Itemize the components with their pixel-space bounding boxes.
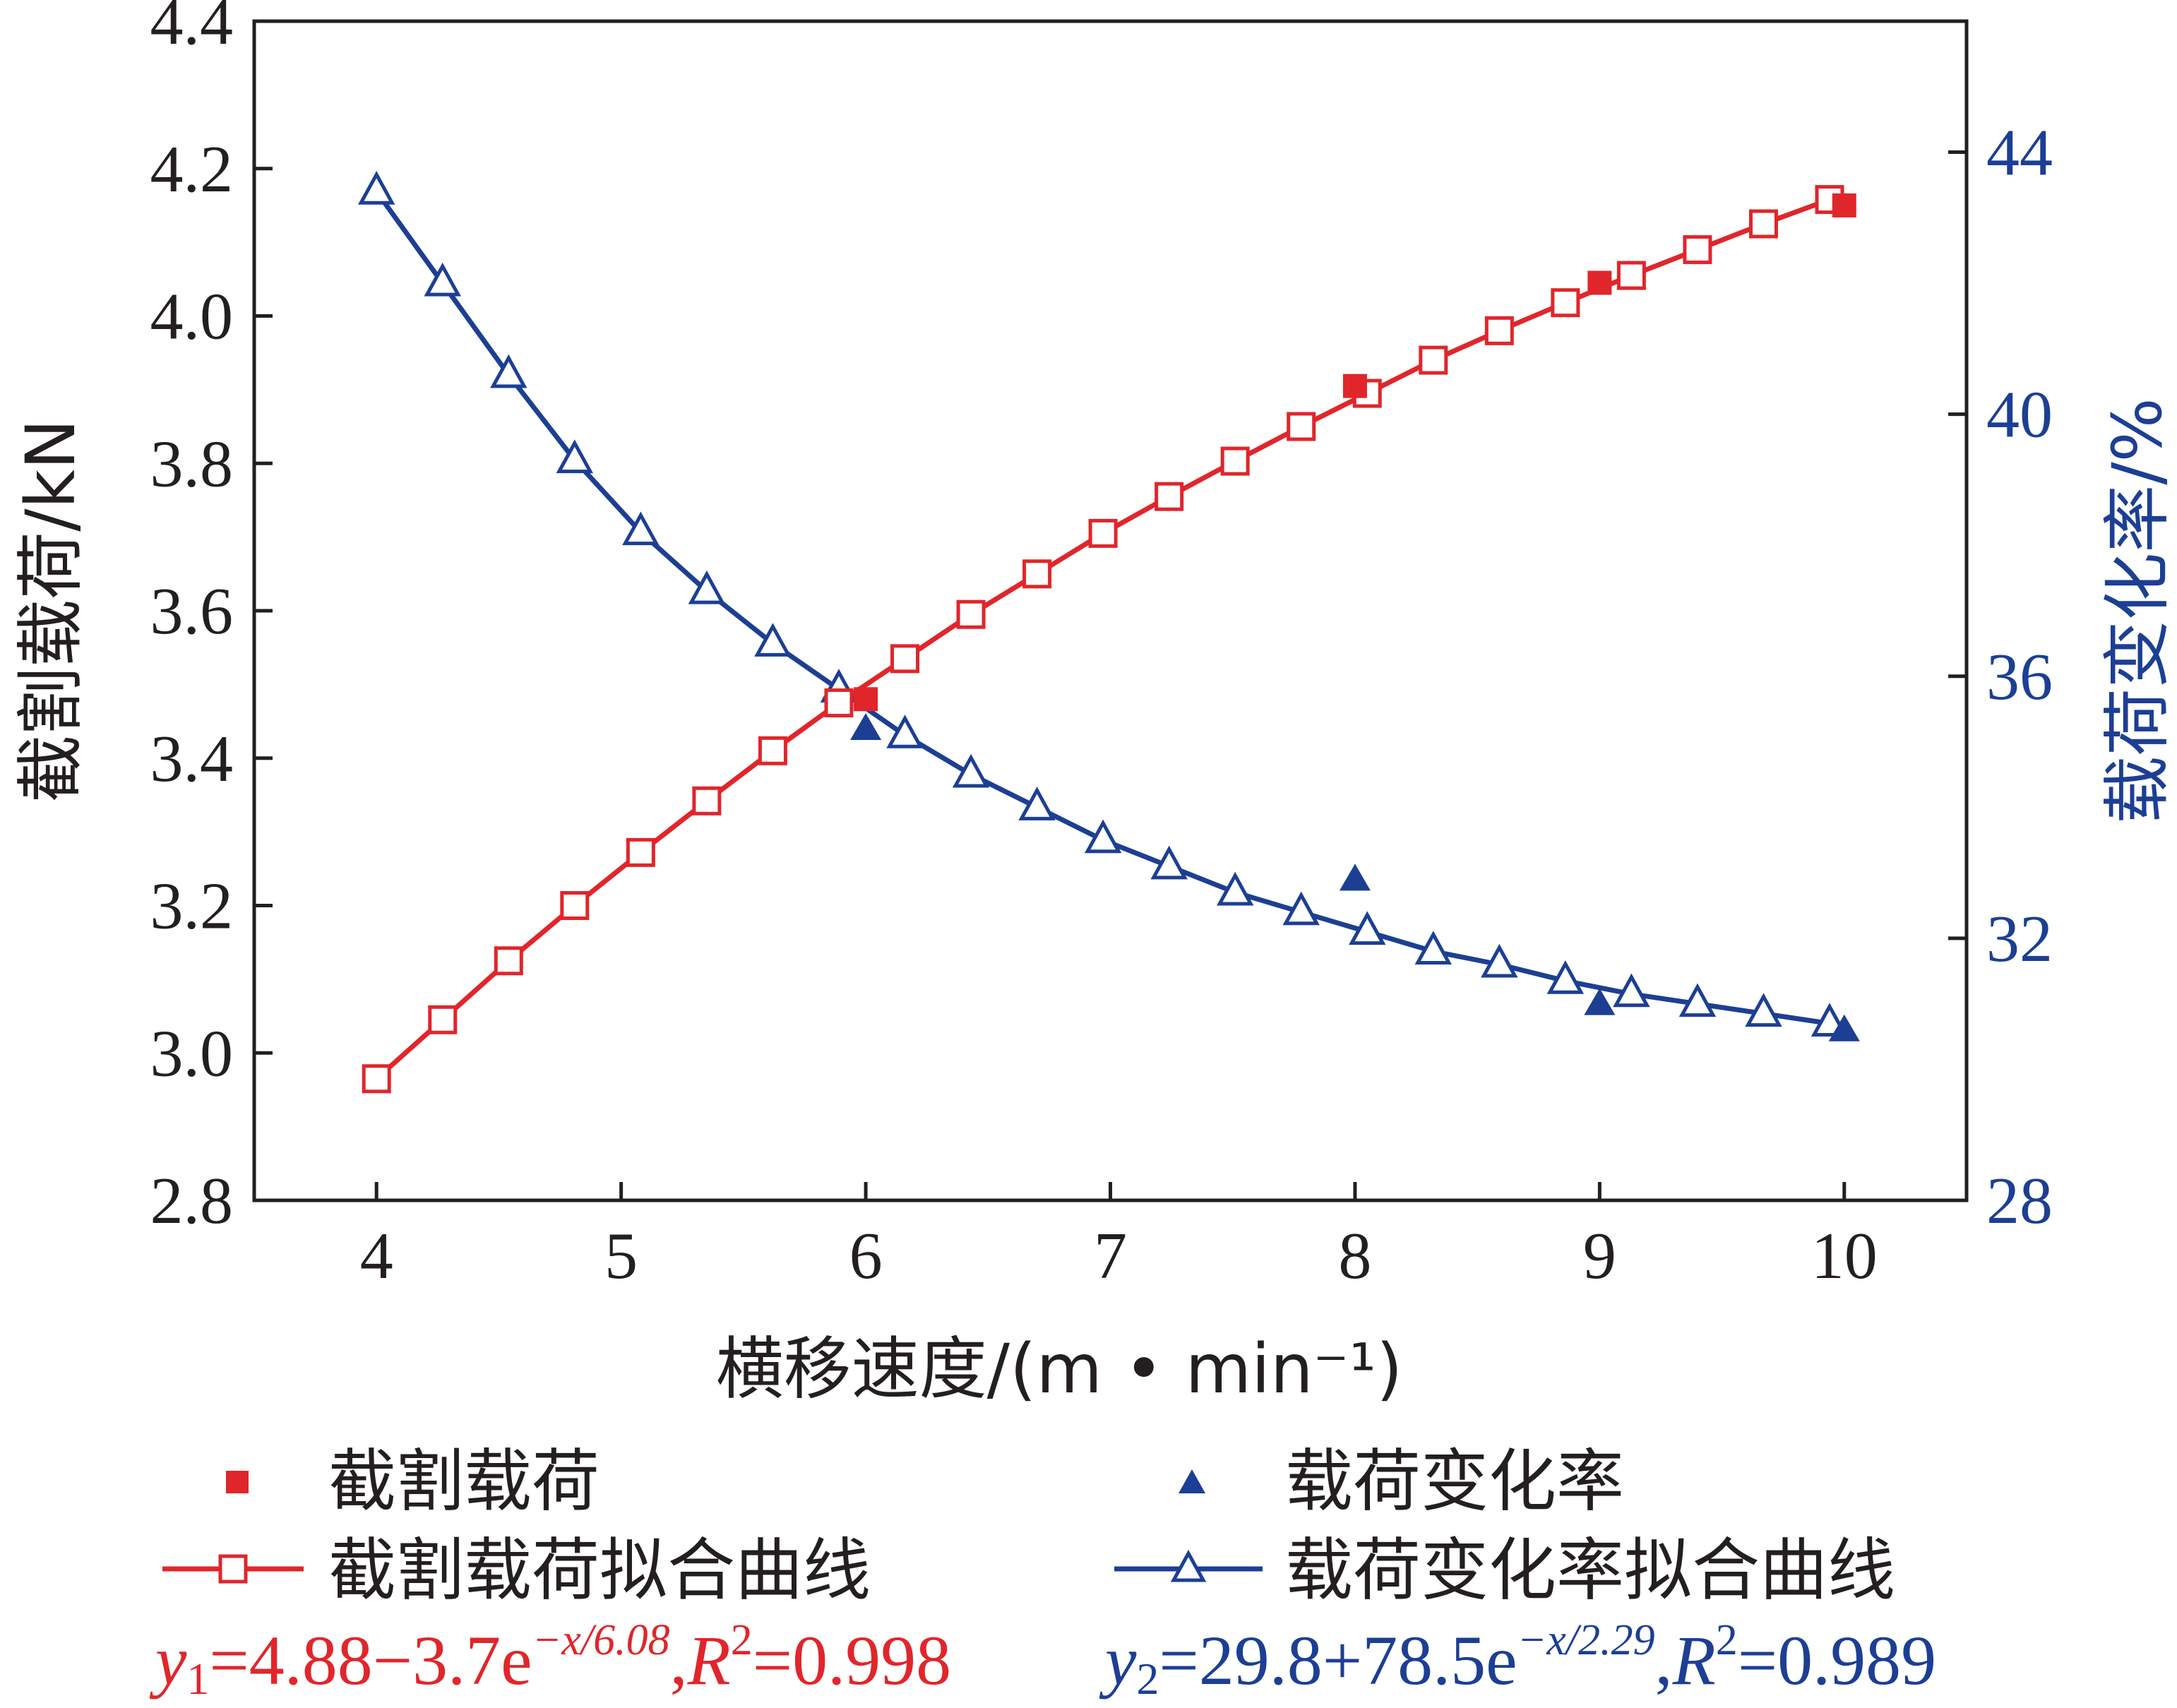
open-square-marker [362,1064,391,1094]
open-triangle-marker [490,354,527,388]
left-tick-label: 4.2 [150,133,234,206]
legend-symbol-cutting-load-fit-marker [218,1554,248,1584]
open-square-marker [824,688,854,717]
filled-square-marker [1832,193,1856,217]
equation-load-change-rate: y2=29.8+78.5e−x/2.29,R2=0.989 [1099,1616,1936,1704]
open-square-marker [692,786,722,816]
open-square-marker [1287,412,1316,441]
open-square-marker [428,1005,458,1034]
bottom-tick-label: 10 [1811,1219,1878,1293]
left-tick-label: 3.8 [150,427,234,501]
left-tick-label: 3.2 [150,870,234,943]
left-tick-label: 4.4 [150,0,234,59]
open-triangle-marker [424,262,461,297]
open-triangle-marker [1613,973,1650,1008]
open-square-marker [956,599,986,629]
legend-label-load-change-rate-fit: 载荷变化率拟合曲线 [1285,1531,1895,1610]
open-square-marker [1484,316,1514,345]
open-triangle-marker [556,439,594,474]
open-triangle-marker [357,171,395,205]
left-tick-label: 3.4 [150,722,234,796]
right-tick-label: 36 [1986,640,2053,714]
legend: 截割载荷 载荷变化率 截割载荷拟合曲线 载荷变化率拟合曲线 [162,1442,1895,1610]
open-square-marker [1616,261,1646,290]
open-triangle-marker [1216,871,1254,906]
open-square-marker [1155,482,1184,511]
open-triangle-marker [1018,787,1056,820]
equation-cutting-load: y1=4.88−3.7e−x/6.08,R2=0.998 [149,1616,951,1704]
filled-square-marker [854,687,878,712]
open-triangle-marker [622,511,660,546]
left-tick-label: 3.0 [150,1017,234,1090]
open-triangle-marker [1084,819,1122,854]
legend-label-cutting-load-fit: 截割载荷拟合曲线 [328,1531,871,1610]
open-triangle-marker [952,753,990,788]
y2-axis-title: 载荷变化率/% [2098,398,2177,824]
filled-square-marker [1587,270,1612,295]
open-square-marker [560,891,590,920]
open-square-marker [1683,235,1712,265]
y-axis-title: 截割载荷/kN [11,419,90,803]
filled-triangle-marker [850,713,882,740]
right-tick-label: 28 [1986,1164,2053,1238]
open-triangle-marker [1282,891,1320,926]
fit-line-3 [374,190,1830,1026]
x-axis-title: 横移速度/(m • min⁻¹) [716,1330,1403,1409]
open-square-marker [1419,345,1448,375]
legend-label-load-change-rate: 载荷变化率 [1285,1442,1624,1521]
open-triangle-marker [1150,845,1188,880]
filled-triangle-marker [1828,1014,1860,1041]
open-triangle-marker [688,570,726,604]
bottom-tick-label: 4 [360,1219,393,1293]
open-square-marker [890,644,919,674]
right-tick-label: 44 [1986,117,2053,190]
open-triangle-marker [1678,983,1717,1017]
open-triangle-marker [754,623,792,657]
legend-symbol-load-change-rate-fit-marker [1170,1549,1207,1582]
open-square-marker [1088,518,1118,548]
legend-symbol-load-change-rate [1179,1469,1205,1493]
open-square-marker [626,837,655,867]
bottom-tick-label: 9 [1583,1219,1616,1293]
open-square-marker [1220,446,1250,476]
bottom-tick-label: 5 [604,1219,638,1293]
right-axis-ticks: 28 32 36 40 44 [1948,117,2053,1238]
bottom-tick-label: 8 [1338,1219,1371,1293]
filled-triangle-marker [1339,864,1371,891]
filled-triangle-marker [1584,988,1616,1015]
open-square-marker [1022,559,1052,589]
left-tick-label: 4.0 [150,280,234,354]
open-triangle-marker [1414,931,1453,965]
legend-symbol-cutting-load [226,1471,249,1493]
filled-square-marker [1342,374,1367,398]
legend-label-cutting-load: 截割载荷 [328,1442,600,1521]
left-tick-label: 2.8 [150,1164,234,1238]
bottom-tick-label: 7 [1094,1219,1127,1293]
open-triangle-marker [1349,911,1386,945]
open-square-marker [1551,288,1580,318]
bottom-axis-ticks: 4 5 6 7 8 9 10 [360,1182,1878,1293]
open-square-marker [494,946,523,976]
bottom-tick-label: 6 [849,1219,883,1293]
open-triangle-marker [1745,993,1782,1027]
open-triangle-marker [1481,943,1518,978]
open-square-marker [1748,209,1778,239]
right-tick-label: 40 [1986,378,2053,452]
open-square-marker [758,736,787,765]
fit-line-2 [374,197,1831,1081]
series-layer [357,171,1860,1094]
left-tick-label: 3.6 [150,575,234,648]
left-axis-ticks: 2.8 3.0 3.2 3.4 3.6 3.8 4.0 4.2 4.4 [150,0,273,1238]
open-triangle-marker [886,715,924,748]
plot-frame [252,19,1969,1202]
right-tick-label: 32 [1986,902,2053,976]
open-triangle-marker [1546,960,1585,994]
